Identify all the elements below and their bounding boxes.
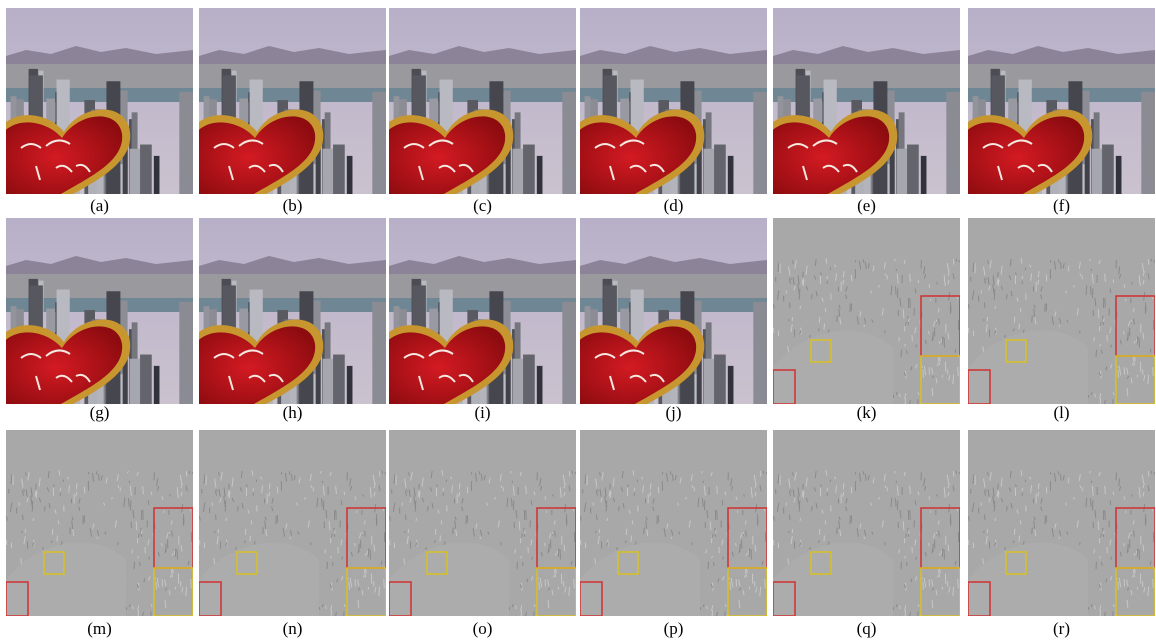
residual-panel [968, 218, 1155, 406]
residual-panel [968, 430, 1155, 618]
panel-label: (p) [664, 619, 684, 638]
photo-panel [381, 218, 577, 414]
page: {"photos": ["(a)", "(b)", "(c)", "(d)", … [0, 0, 1156, 644]
residual-panel [773, 430, 960, 618]
residual-panel [580, 430, 767, 618]
residual-panel [199, 430, 386, 618]
panel-label: (k) [857, 403, 877, 422]
panel-label: (h) [283, 403, 303, 422]
photo-panel [572, 8, 768, 204]
panel-label: (b) [283, 196, 303, 215]
photo-panel [0, 8, 194, 204]
panel-label: (i) [474, 403, 490, 422]
panel-label: (f) [1053, 196, 1070, 215]
panel-label: (l) [1053, 403, 1069, 422]
panel-label: (a) [90, 196, 109, 215]
residual-panel [389, 430, 576, 618]
photo-panel [572, 218, 768, 414]
figure: (a) (b) (c) (d) (e) (f) (g) (h) (i) (j) (k) (l) (m) (… [0, 0, 1156, 644]
residual-panel [773, 218, 960, 406]
panel-label: (c) [473, 196, 492, 215]
photo-panel [191, 8, 387, 204]
panel-label: (n) [283, 619, 303, 638]
panel-label: (g) [90, 403, 110, 422]
photo-panel [381, 8, 577, 204]
photo-panel [191, 218, 387, 414]
panel-label: (o) [473, 619, 493, 638]
photo-panel [765, 8, 961, 204]
residual-panel [6, 430, 193, 618]
panel-label: (r) [1053, 619, 1070, 638]
photo-panel [0, 218, 194, 414]
photo-panel [960, 8, 1156, 204]
panel-label: (m) [87, 619, 112, 638]
panel-label: (d) [664, 196, 684, 215]
panel-label: (j) [665, 403, 681, 422]
panel-label: (e) [857, 196, 876, 215]
panel-label: (q) [857, 619, 877, 638]
